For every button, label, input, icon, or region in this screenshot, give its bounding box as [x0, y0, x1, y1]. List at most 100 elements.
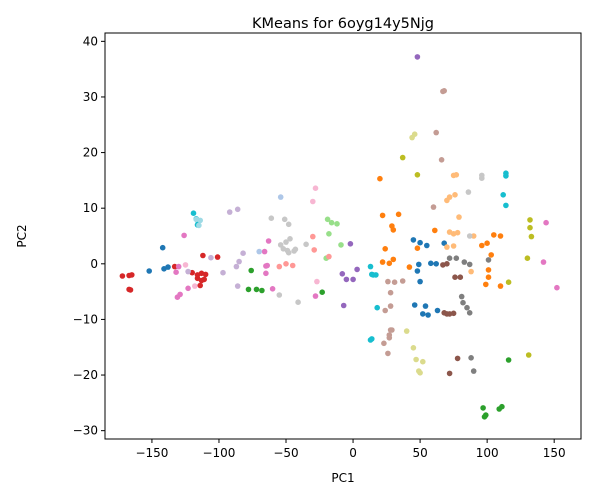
cluster-13-point-2 [311, 247, 318, 253]
cluster-14-point-7 [240, 250, 246, 256]
cluster-10-point-0 [277, 194, 284, 200]
cluster-11-point-4 [452, 192, 458, 198]
cluster-11-point-12 [468, 268, 474, 275]
cluster-15-point-10 [381, 340, 387, 347]
cluster-5-point-9 [457, 274, 464, 281]
cluster-7-point-7 [466, 310, 473, 316]
cluster-18-point-3 [410, 345, 417, 351]
cluster-2-point-5 [480, 405, 486, 411]
cluster-17-point-11 [303, 241, 309, 248]
y-tick-label-6: 30 [83, 90, 98, 104]
cluster-4-point-5 [354, 266, 360, 273]
cluster-0-point-17 [416, 261, 422, 268]
cluster-1-point-15 [491, 232, 497, 238]
y-axis-ticks: −30 −20 −10 0 10 20 30 40 [73, 34, 105, 438]
cluster-0-point-10 [433, 261, 440, 267]
cluster-7-point-4 [458, 293, 465, 300]
cluster-1-point-18 [483, 281, 489, 288]
cluster-6-point-13 [540, 259, 547, 265]
cluster-1-point-6 [390, 256, 397, 263]
cluster-11-point-8 [450, 231, 457, 237]
cluster-9-point-10 [367, 337, 374, 343]
cluster-1-point-7 [379, 259, 386, 265]
cluster-17-point-14 [466, 233, 473, 239]
cluster-17-point-3 [287, 236, 293, 242]
cluster-18-point-1 [409, 134, 415, 141]
cluster-5-point-5 [450, 310, 457, 317]
cluster-5-point-7 [446, 370, 453, 377]
cluster-1-point-5 [382, 246, 389, 252]
cluster-5-point-8 [454, 355, 461, 362]
cluster-15-point-1 [387, 289, 394, 296]
cluster-4-point-4 [347, 241, 354, 247]
cluster-9-point-4 [367, 263, 374, 270]
cluster-11-point-3 [453, 172, 460, 178]
cluster-6-point-4 [175, 263, 182, 270]
cluster-14-point-6 [236, 258, 242, 265]
cluster-7-point-10 [485, 257, 492, 263]
cluster-6-point-10 [265, 238, 272, 244]
cluster-7-point-6 [464, 304, 470, 311]
cluster-5-point-6 [452, 274, 458, 281]
cluster-7-point-0 [446, 255, 453, 261]
x-tick-label-4: 50 [412, 446, 427, 460]
cluster-0-point-3 [159, 244, 166, 251]
chart-title: KMeans for 6oyg14y5Njg [252, 16, 434, 32]
cluster-3-point-8 [202, 271, 209, 278]
cluster-3-point-4 [127, 287, 134, 293]
cluster-17-point-4 [283, 239, 289, 245]
cluster-14-point-5 [234, 283, 241, 289]
cluster-11-point-7 [444, 244, 450, 250]
cluster-1-point-0 [377, 175, 383, 182]
cluster-19-point-2 [193, 216, 199, 223]
cluster-2-point-9 [499, 403, 505, 410]
cluster-12-point-0 [324, 216, 331, 223]
cluster-6-point-8 [263, 270, 269, 277]
cluster-15-point-5 [387, 303, 394, 309]
plot-frame [104, 32, 582, 440]
cluster-16-point-3 [192, 283, 198, 289]
cluster-17-point-9 [276, 292, 283, 298]
cluster-6-point-1 [177, 291, 183, 298]
cluster-14-point-2 [208, 254, 214, 261]
cluster-2-point-4 [319, 289, 326, 296]
x-tick-label-6: 150 [543, 446, 566, 460]
cluster-14-point-4 [233, 263, 240, 270]
cluster-3-point-12 [197, 282, 203, 289]
data-points [119, 54, 560, 420]
x-tick-label-5: 100 [476, 446, 499, 460]
cluster-13-point-1 [310, 233, 316, 240]
cluster-17-point-1 [281, 216, 288, 223]
cluster-9-point-14 [500, 192, 507, 198]
cluster-8-point-2 [524, 255, 531, 261]
cluster-18-point-2 [403, 328, 410, 334]
cluster-18-point-6 [417, 370, 423, 376]
x-tick-label-3: 0 [349, 446, 357, 460]
cluster-7-point-3 [466, 261, 473, 268]
cluster-10-point-1 [256, 248, 263, 255]
cluster-17-point-13 [291, 248, 297, 254]
cluster-11-point-11 [450, 243, 457, 249]
cluster-1-point-8 [406, 264, 413, 270]
cluster-3-point-0 [119, 273, 126, 279]
y-tick-label-3: 0 [90, 257, 98, 271]
cluster-0-point-14 [420, 311, 426, 317]
cluster-13-point-3 [289, 262, 296, 269]
cluster-15-point-11 [385, 350, 391, 357]
cluster-6-point-15 [543, 219, 549, 226]
cluster-1-point-4 [395, 211, 402, 218]
cluster-8-point-5 [528, 233, 535, 240]
cluster-16-point-1 [310, 198, 316, 205]
y-tick-label-2: −10 [73, 312, 98, 326]
cluster-17-point-10 [295, 299, 301, 306]
cluster-8-point-0 [399, 154, 406, 161]
cluster-0-point-15 [434, 307, 441, 314]
cluster-0-point-0 [146, 268, 152, 274]
cluster-6-point-14 [554, 284, 560, 291]
cluster-14-point-1 [234, 206, 241, 213]
cluster-0-point-4 [410, 237, 417, 243]
cluster-14-point-0 [226, 209, 233, 215]
cluster-15-point-9 [386, 335, 393, 341]
cluster-19-point-1 [196, 222, 202, 229]
cluster-11-point-10 [470, 233, 477, 239]
